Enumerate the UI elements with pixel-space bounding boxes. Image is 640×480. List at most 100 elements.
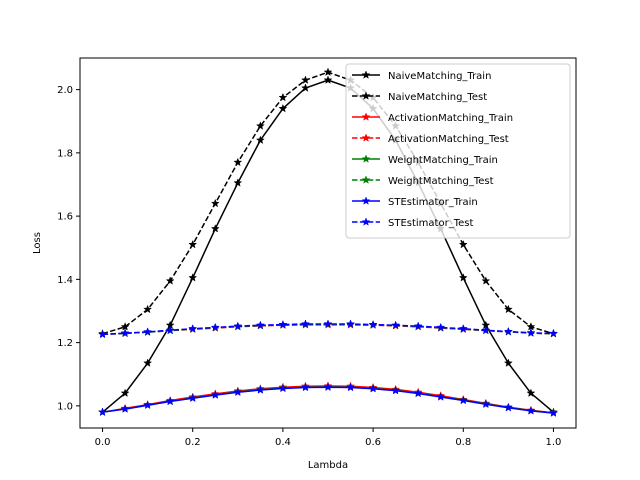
legend-item: WeightMatching_Test <box>352 175 494 187</box>
data-point <box>368 384 378 393</box>
data-point <box>413 321 423 330</box>
legend-item: NaiveMatching_Train <box>352 70 491 82</box>
data-point <box>210 390 220 399</box>
data-point <box>233 387 243 397</box>
data-point <box>391 385 401 395</box>
legend-item: ActivationMatching_Test <box>352 133 509 145</box>
data-point <box>458 395 468 405</box>
data-point <box>458 273 468 282</box>
legend-marker <box>361 112 371 121</box>
x-tick-label: 0.0 <box>95 437 111 448</box>
legend-marker <box>361 154 371 163</box>
data-point <box>458 239 468 249</box>
data-point <box>98 407 108 416</box>
data-point <box>323 67 333 77</box>
legend-label: WeightMatching_Train <box>388 155 498 166</box>
data-point <box>526 328 536 337</box>
data-point <box>210 224 220 233</box>
data-point <box>188 273 198 282</box>
data-point <box>300 319 310 328</box>
x-tick-label: 0.2 <box>185 437 201 448</box>
data-point <box>346 319 356 328</box>
y-axis-label: Loss <box>32 232 43 254</box>
y-axis: 1.0 1.2 1.4 1.6 1.8 2.0 <box>57 85 80 412</box>
legend-marker <box>361 175 371 184</box>
data-point <box>143 358 153 367</box>
series-stestimator-test <box>98 319 558 339</box>
data-point <box>188 239 198 249</box>
data-point <box>503 326 513 336</box>
data-point <box>255 385 265 394</box>
data-point <box>323 382 333 392</box>
data-point <box>278 383 288 393</box>
data-point <box>120 404 130 413</box>
data-point <box>255 135 265 145</box>
data-point <box>210 198 220 208</box>
x-axis-label: Lambda <box>308 460 348 471</box>
data-point <box>323 319 333 328</box>
x-axis: 0.0 0.2 0.4 0.6 0.8 1.0 <box>95 428 562 448</box>
y-tick-label: 1.8 <box>57 148 73 159</box>
data-point <box>278 103 288 113</box>
data-point <box>300 75 310 84</box>
data-point <box>255 320 265 330</box>
data-point <box>188 323 198 333</box>
legend-item: STEstimator_Train <box>352 196 478 208</box>
data-point <box>188 393 198 403</box>
data-point <box>481 325 491 335</box>
data-point <box>458 323 468 333</box>
data-point <box>143 327 153 336</box>
y-tick-label: 1.2 <box>57 338 73 349</box>
series-stestimator-train <box>98 382 558 417</box>
legend-box <box>345 63 571 239</box>
data-point <box>165 276 175 285</box>
data-point <box>346 382 356 392</box>
data-point <box>526 406 536 415</box>
x-tick-label: 0.4 <box>275 437 291 448</box>
data-point <box>503 358 513 367</box>
x-tick-label: 0.6 <box>365 437 381 448</box>
legend-marker <box>361 217 371 226</box>
data-point <box>210 322 220 332</box>
data-point <box>548 328 558 338</box>
legend-label: WeightMatching_Test <box>388 176 494 187</box>
data-point <box>413 388 423 398</box>
y-tick-label: 2.0 <box>57 85 73 96</box>
y-tick-label: 1.0 <box>57 401 73 412</box>
data-point <box>165 325 175 335</box>
data-point <box>233 178 243 187</box>
data-point <box>548 408 558 417</box>
data-point <box>436 392 446 401</box>
data-point <box>526 388 536 398</box>
data-point <box>98 329 108 339</box>
data-point <box>503 403 513 412</box>
legend-label: STEstimator_Train <box>388 197 478 208</box>
legend: NaiveMatching_Train NaiveMatching_Test Act… <box>345 63 571 239</box>
legend-item: NaiveMatching_Test <box>352 91 487 103</box>
data-point <box>278 92 288 102</box>
legend-label: STEstimator_Test <box>388 218 473 229</box>
data-point <box>120 388 130 398</box>
legend-label: NaiveMatching_Train <box>388 71 491 82</box>
legend-item: WeightMatching_Train <box>352 154 498 166</box>
data-point <box>143 304 153 314</box>
legend-label: ActivationMatching_Test <box>388 134 509 145</box>
data-point <box>300 382 310 392</box>
data-point <box>120 328 130 337</box>
data-point <box>391 320 401 330</box>
legend-marker <box>361 133 371 142</box>
legend-marker <box>361 70 371 79</box>
data-point <box>165 396 175 406</box>
y-tick-label: 1.4 <box>57 275 73 286</box>
data-point <box>143 400 153 410</box>
data-point <box>323 75 333 84</box>
legend-marker <box>361 196 371 205</box>
legend-item: STEstimator_Test <box>352 217 473 229</box>
legend-label: ActivationMatching_Train <box>388 113 513 124</box>
data-point <box>233 157 243 167</box>
x-tick-label: 1.0 <box>546 437 562 448</box>
plot-frame <box>79 57 577 429</box>
data-point <box>481 399 491 409</box>
data-point <box>436 322 446 332</box>
